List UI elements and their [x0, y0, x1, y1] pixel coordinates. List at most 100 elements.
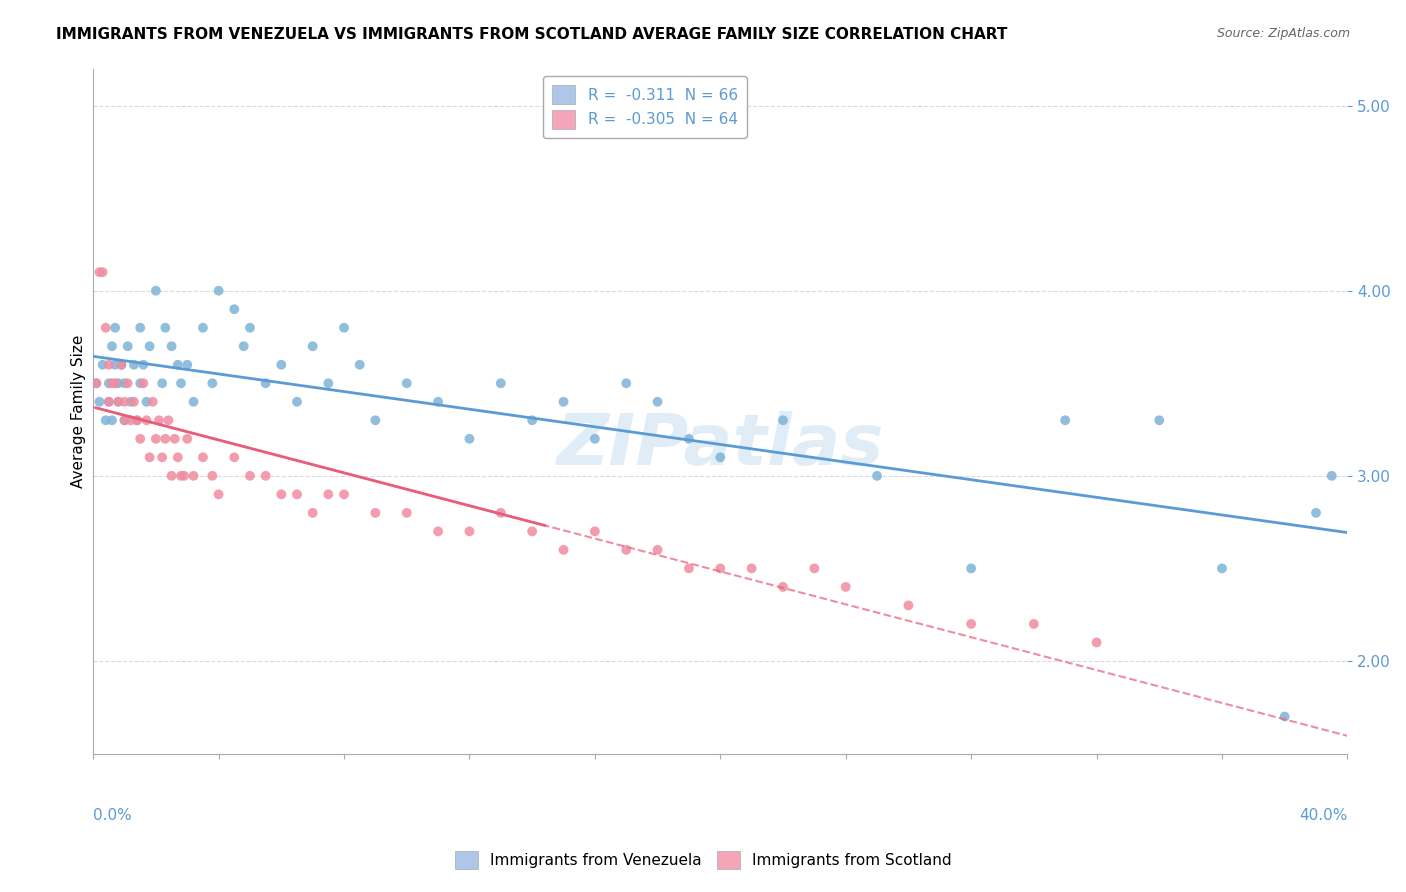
Text: ZIPatlas: ZIPatlas: [557, 411, 884, 480]
Point: [772, 580, 794, 594]
Point: [138, 339, 160, 353]
Point: [101, 339, 124, 353]
Point: [114, 376, 136, 391]
Point: [458, 432, 481, 446]
Point: [104, 358, 127, 372]
Point: [155, 432, 177, 446]
Point: [772, 413, 794, 427]
Point: [333, 487, 356, 501]
Point: [97, 358, 120, 372]
Point: [135, 394, 157, 409]
Point: [224, 450, 246, 465]
Point: [1149, 413, 1171, 427]
Point: [254, 468, 277, 483]
Point: [232, 339, 254, 353]
Point: [122, 358, 145, 372]
Point: [1305, 506, 1327, 520]
Point: [960, 616, 983, 631]
Point: [183, 394, 205, 409]
Point: [125, 413, 148, 427]
Point: [120, 413, 142, 427]
Point: [553, 542, 575, 557]
Point: [120, 394, 142, 409]
Text: 0.0%: 0.0%: [93, 808, 132, 823]
Point: [176, 432, 198, 446]
Point: [803, 561, 825, 575]
Point: [110, 358, 132, 372]
Point: [1211, 561, 1233, 575]
Point: [1022, 616, 1045, 631]
Point: [117, 376, 139, 391]
Point: [86, 376, 108, 391]
Point: [129, 376, 152, 391]
Point: [489, 376, 512, 391]
Point: [614, 376, 637, 391]
Point: [254, 376, 277, 391]
Point: [835, 580, 858, 594]
Point: [364, 413, 387, 427]
Point: [138, 450, 160, 465]
Point: [239, 320, 262, 334]
Point: [122, 394, 145, 409]
Point: [270, 487, 292, 501]
Point: [318, 487, 340, 501]
Point: [741, 561, 763, 575]
Point: [129, 320, 152, 334]
Point: [458, 524, 481, 539]
Point: [285, 394, 308, 409]
Point: [107, 376, 129, 391]
Point: [349, 358, 371, 372]
Point: [1274, 709, 1296, 723]
Point: [201, 468, 224, 483]
Point: [163, 432, 186, 446]
Point: [489, 506, 512, 520]
Point: [94, 320, 117, 334]
Text: IMMIGRANTS FROM VENEZUELA VS IMMIGRANTS FROM SCOTLAND AVERAGE FAMILY SIZE CORREL: IMMIGRANTS FROM VENEZUELA VS IMMIGRANTS …: [56, 27, 1008, 42]
Point: [395, 506, 418, 520]
Point: [114, 394, 136, 409]
Point: [427, 394, 450, 409]
Point: [191, 450, 214, 465]
Point: [678, 561, 700, 575]
Legend: R =  -0.311  N = 66, R =  -0.305  N = 64: R = -0.311 N = 66, R = -0.305 N = 64: [543, 76, 747, 138]
Point: [224, 302, 246, 317]
Text: Source: ZipAtlas.com: Source: ZipAtlas.com: [1216, 27, 1350, 40]
Point: [395, 376, 418, 391]
Point: [107, 394, 129, 409]
Point: [160, 468, 183, 483]
Point: [614, 542, 637, 557]
Point: [170, 468, 193, 483]
Point: [150, 450, 173, 465]
Point: [104, 320, 127, 334]
Point: [191, 320, 214, 334]
Point: [150, 376, 173, 391]
Point: [207, 284, 229, 298]
Point: [145, 284, 167, 298]
Point: [142, 394, 165, 409]
Point: [1054, 413, 1077, 427]
Point: [157, 413, 180, 427]
Point: [166, 450, 188, 465]
Point: [170, 376, 193, 391]
Point: [135, 413, 157, 427]
Point: [117, 339, 139, 353]
Point: [239, 468, 262, 483]
Point: [520, 413, 543, 427]
Point: [364, 506, 387, 520]
Point: [160, 339, 183, 353]
Point: [107, 394, 129, 409]
Point: [301, 506, 323, 520]
Point: [132, 376, 155, 391]
Point: [97, 394, 120, 409]
Point: [104, 376, 127, 391]
Text: 40.0%: 40.0%: [1299, 808, 1347, 823]
Point: [183, 468, 205, 483]
Point: [94, 413, 117, 427]
Point: [709, 561, 731, 575]
Point: [520, 524, 543, 539]
Point: [91, 358, 114, 372]
Point: [114, 413, 136, 427]
Point: [583, 432, 606, 446]
Point: [647, 542, 669, 557]
Point: [129, 432, 152, 446]
